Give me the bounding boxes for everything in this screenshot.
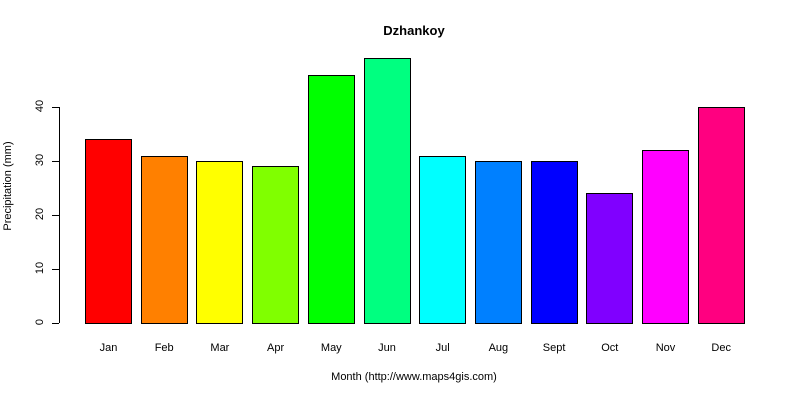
x-tick-label: Apr [267, 342, 285, 354]
bar-nov [642, 150, 689, 324]
x-tick-label: Dec [711, 342, 731, 354]
bar-apr [252, 166, 300, 324]
x-tick-label: Mar [210, 342, 230, 354]
bar-dec [697, 107, 745, 324]
y-tick-label: 40 [34, 99, 46, 113]
bar-mar [196, 161, 244, 324]
x-tick-label: Jul [435, 342, 450, 354]
y-tick-label: 10 [34, 261, 46, 275]
y-tick [52, 215, 59, 216]
y-tick [52, 269, 59, 270]
x-tick-label: Sept [542, 342, 566, 354]
chart-title: Dzhankoy [383, 23, 445, 38]
bar-may [307, 74, 355, 324]
y-tick-label: 0 [34, 318, 46, 326]
bar-oct [586, 193, 634, 324]
y-tick-label: 30 [34, 153, 46, 167]
y-tick [52, 323, 59, 324]
y-axis-line [59, 107, 60, 323]
y-tick [52, 107, 59, 108]
x-tick-label: Aug [488, 342, 509, 354]
x-tick-label: Nov [655, 342, 676, 354]
y-tick-label: 20 [34, 207, 46, 221]
bar-jun [363, 58, 411, 324]
x-tick-label: May [320, 342, 342, 354]
bar-sept [530, 161, 578, 324]
x-tick-label: Jan [99, 342, 118, 354]
bar-feb [140, 155, 188, 324]
y-axis-label: Precipitation (mm) [2, 141, 14, 231]
x-axis-label: Month (http://www.maps4gis.com) [331, 371, 497, 383]
bar-jan [85, 139, 132, 324]
y-tick [52, 161, 59, 162]
x-tick-label: Feb [154, 342, 174, 354]
bar-aug [474, 161, 522, 324]
bar-jul [419, 155, 467, 324]
x-tick-label: Jun [378, 342, 396, 354]
x-tick-label: Oct [601, 342, 619, 354]
